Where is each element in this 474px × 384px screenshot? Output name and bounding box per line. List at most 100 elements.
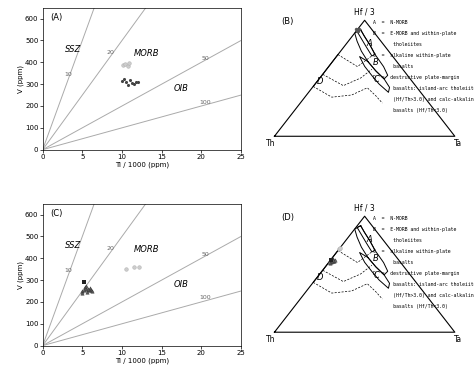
Text: B  =  E-MORB and within-plate: B = E-MORB and within-plate [373, 31, 456, 36]
Text: (C): (C) [51, 209, 63, 218]
Point [82, 283, 89, 289]
Point [81, 284, 89, 290]
Point [130, 81, 138, 87]
Text: A: A [367, 235, 373, 244]
Point [119, 62, 127, 68]
Text: 50: 50 [201, 56, 209, 61]
Point [82, 286, 90, 292]
Point [122, 79, 130, 86]
Text: D: D [316, 273, 323, 282]
Text: basalts: basalts [373, 260, 413, 265]
Point [87, 286, 95, 293]
Text: 50: 50 [201, 252, 209, 257]
Point [353, 27, 361, 33]
Text: B: B [373, 254, 378, 263]
Text: 20: 20 [106, 50, 114, 55]
Point [86, 285, 94, 291]
Text: basalts: island-arc tholeiites: basalts: island-arc tholeiites [373, 86, 474, 91]
Text: 10: 10 [64, 268, 72, 273]
Text: A  =  N-MORB: A = N-MORB [373, 216, 407, 221]
Text: MORB: MORB [134, 245, 159, 254]
Point [80, 279, 88, 285]
Point [124, 63, 131, 69]
Text: (B): (B) [282, 17, 294, 26]
Text: OIB: OIB [173, 280, 189, 289]
Text: basalts (Hf/Th<3.0): basalts (Hf/Th<3.0) [373, 303, 447, 308]
Point [126, 77, 134, 83]
Text: basalts: basalts [373, 64, 413, 69]
Text: 100: 100 [200, 295, 211, 301]
Point [335, 246, 343, 252]
Point [329, 257, 337, 263]
Text: 100: 100 [200, 99, 211, 104]
Point [329, 258, 337, 264]
Y-axis label: V (ppm): V (ppm) [17, 261, 24, 289]
Point [354, 28, 361, 34]
Text: Th: Th [266, 139, 275, 148]
Point [327, 257, 335, 263]
Text: (D): (D) [282, 213, 295, 222]
Point [120, 76, 128, 83]
Y-axis label: V (ppm): V (ppm) [17, 65, 24, 93]
Text: B  =  E-MORB and within-plate: B = E-MORB and within-plate [373, 227, 456, 232]
Point [84, 286, 91, 292]
Point [353, 27, 360, 33]
Point [136, 263, 143, 270]
Text: tholeiites: tholeiites [373, 238, 422, 243]
Text: (Hf/Th>3.0) and calc-alkaline: (Hf/Th>3.0) and calc-alkaline [373, 97, 474, 102]
X-axis label: Ti / 1000 (ppm): Ti / 1000 (ppm) [115, 161, 169, 168]
Text: C  =  alkaline within-plate: C = alkaline within-plate [373, 53, 450, 58]
Text: tholeiites: tholeiites [373, 42, 422, 47]
Text: (Hf/Th>3.0) and calc-alkaline: (Hf/Th>3.0) and calc-alkaline [373, 293, 474, 298]
Text: SSZ: SSZ [65, 242, 81, 250]
Point [121, 61, 129, 67]
Point [328, 258, 336, 265]
Point [134, 78, 142, 84]
Point [133, 79, 140, 86]
Point [326, 259, 333, 265]
Text: OIB: OIB [173, 84, 189, 93]
Point [326, 258, 334, 264]
Point [328, 257, 335, 263]
Point [331, 257, 338, 263]
Point [352, 26, 360, 33]
Point [327, 259, 335, 265]
Point [79, 288, 86, 295]
Text: D: D [316, 77, 323, 86]
Point [80, 287, 88, 293]
Text: (A): (A) [51, 13, 63, 22]
Text: SSZ: SSZ [65, 45, 81, 55]
Point [126, 60, 133, 66]
Point [85, 287, 92, 293]
Text: 10: 10 [64, 73, 72, 78]
Point [327, 260, 334, 266]
Point [330, 258, 338, 264]
Point [88, 288, 96, 294]
X-axis label: Ti / 1000 (ppm): Ti / 1000 (ppm) [115, 357, 169, 364]
Text: MORB: MORB [134, 49, 159, 58]
Point [329, 256, 337, 262]
Text: C  =  alkaline within-plate: C = alkaline within-plate [373, 248, 450, 253]
Point [328, 256, 336, 262]
Text: D  =  destructive plate-margin: D = destructive plate-margin [373, 74, 459, 79]
Point [128, 80, 136, 86]
Text: B: B [373, 58, 378, 67]
Text: C: C [374, 75, 380, 84]
Point [354, 28, 362, 34]
Point [83, 289, 91, 295]
Point [78, 290, 85, 296]
Point [337, 245, 344, 252]
Point [125, 83, 132, 89]
Text: 20: 20 [106, 246, 114, 251]
Text: Ta: Ta [455, 139, 463, 148]
Text: Ta: Ta [455, 335, 463, 344]
Text: A  =  N-MORB: A = N-MORB [373, 20, 407, 25]
Text: D  =  destructive plate-margin: D = destructive plate-margin [373, 271, 459, 276]
Text: Hf / 3: Hf / 3 [354, 203, 375, 212]
Text: basalts (Hf/Th<3.0): basalts (Hf/Th<3.0) [373, 108, 447, 113]
Text: basalts: island-arc tholeiites: basalts: island-arc tholeiites [373, 281, 474, 286]
Point [130, 264, 138, 270]
Text: C: C [374, 271, 380, 280]
Point [122, 266, 130, 272]
Text: A: A [367, 39, 373, 48]
